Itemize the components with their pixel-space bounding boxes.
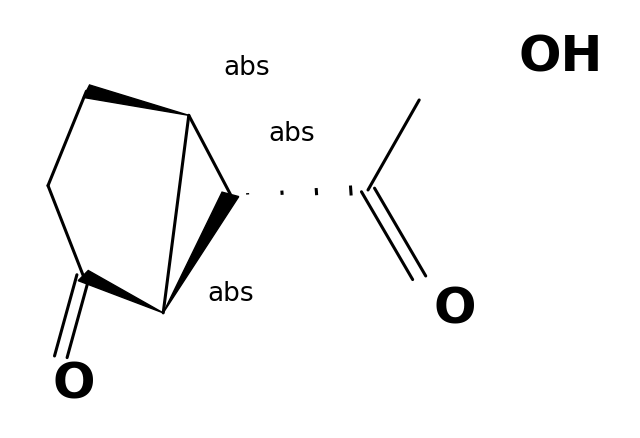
Text: O: O <box>433 285 476 333</box>
Text: abs: abs <box>268 120 314 147</box>
Polygon shape <box>78 271 163 313</box>
Polygon shape <box>83 86 189 116</box>
Text: abs: abs <box>223 55 269 81</box>
Polygon shape <box>163 193 239 313</box>
Text: O: O <box>52 359 95 407</box>
Text: OH: OH <box>518 33 603 81</box>
Text: abs: abs <box>207 280 253 307</box>
